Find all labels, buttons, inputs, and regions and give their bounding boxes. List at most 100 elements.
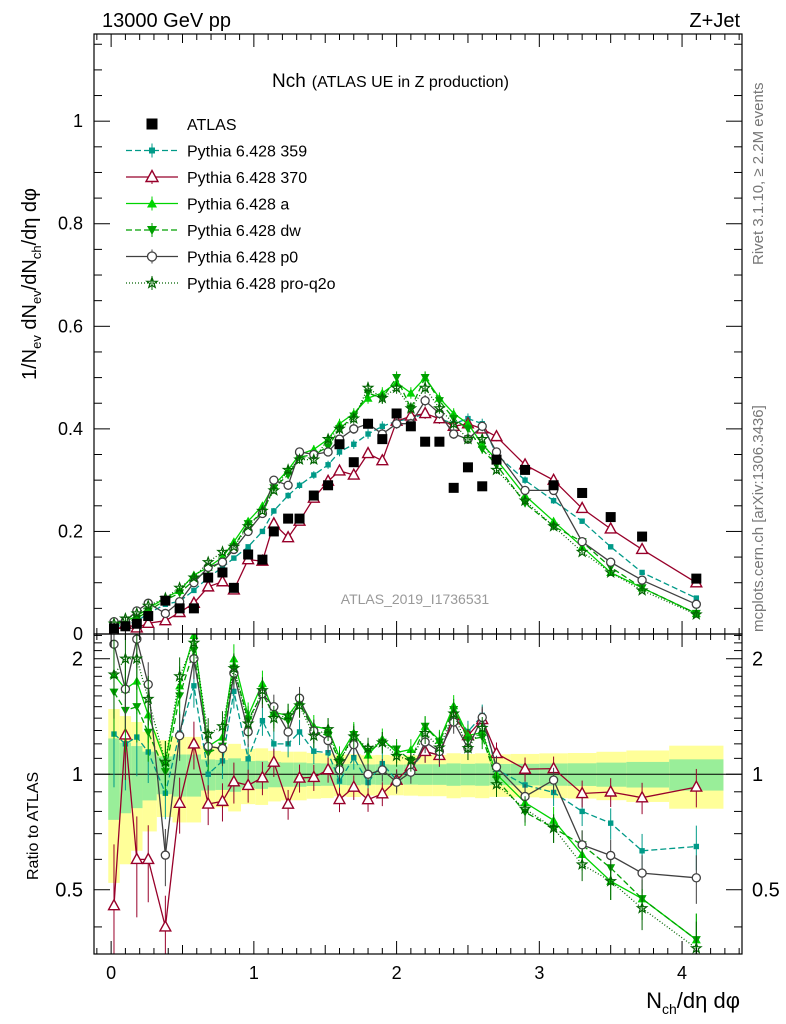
data-point	[228, 582, 239, 593]
data-point	[203, 572, 214, 583]
y-tick-label: 1	[73, 111, 83, 131]
data-point	[215, 574, 230, 587]
data-point	[245, 544, 251, 550]
ratio-point	[447, 706, 461, 720]
data-point	[639, 569, 645, 576]
ratio-point	[635, 790, 649, 803]
ratio-point	[491, 762, 502, 772]
data-point	[255, 504, 269, 517]
x-tick-label: 2	[392, 963, 402, 983]
x-tick-label: 3	[534, 963, 544, 983]
ratio-line-pythia-6-428-pro-q2o	[113, 640, 697, 949]
x-tick-label: 4	[677, 963, 687, 983]
ratio-point	[283, 727, 293, 737]
data-point	[293, 452, 306, 466]
data-point	[219, 564, 226, 571]
data-point	[520, 464, 531, 475]
ratio-pythia-6-428-pro-q2o	[107, 634, 703, 954]
data-point	[434, 436, 445, 447]
ratio-point	[255, 770, 270, 783]
ratio-point	[227, 774, 241, 787]
data-point	[392, 373, 402, 383]
ratio-point	[637, 868, 647, 878]
chart-subtitle: (ATLAS UE in Z production)	[312, 74, 509, 91]
data-point	[391, 419, 402, 429]
data-point	[348, 457, 359, 468]
data-point	[281, 463, 295, 476]
data-point	[257, 554, 268, 565]
data-point	[188, 603, 199, 614]
ratio-plot-frame	[93, 633, 743, 955]
data-point	[448, 482, 459, 493]
ratio-point	[432, 740, 446, 754]
ratio-point	[130, 652, 144, 665]
series-line-pythia-6-428-a	[113, 376, 697, 625]
data-point	[604, 565, 618, 578]
data-point	[201, 555, 215, 568]
ratio-tick-label: 2	[72, 649, 83, 671]
data-point	[635, 542, 649, 555]
data-point	[118, 611, 132, 625]
ratio-tick-label: 0.5	[55, 880, 83, 902]
main-series-group	[107, 371, 703, 634]
ratio-point	[267, 754, 281, 767]
ratio-line-pythia-6-428-359	[113, 685, 697, 852]
data-point	[575, 545, 589, 558]
legend-marker	[149, 147, 155, 154]
ratio-point	[518, 802, 532, 815]
data-point	[689, 607, 703, 620]
ratio-point	[281, 796, 295, 809]
ratio-point	[693, 843, 700, 850]
ratio-point	[351, 754, 357, 761]
data-point	[418, 406, 432, 419]
y-tick-label: 0.8	[58, 214, 83, 234]
data-point	[490, 463, 503, 476]
data-point	[283, 480, 293, 490]
ratio-point	[375, 786, 389, 799]
ratio-point	[191, 683, 197, 689]
series-pythia-6-428-a	[109, 371, 701, 628]
data-point	[187, 570, 201, 584]
ratio-point	[217, 743, 228, 754]
ratio-point	[159, 755, 172, 768]
ratio-point	[361, 741, 375, 754]
data-point	[477, 421, 487, 432]
data-point	[351, 441, 357, 447]
data-point	[143, 611, 154, 622]
ratio-point	[577, 840, 587, 850]
legend-entry-pythia-6-428-a: Pythia 6.428 a	[126, 196, 289, 214]
data-point	[120, 621, 131, 632]
data-point	[231, 555, 237, 561]
legend-label: Pythia 6.428 370	[187, 170, 307, 187]
ratio-point	[548, 775, 559, 785]
legend-marker	[145, 275, 159, 289]
data-point	[174, 603, 185, 614]
data-point	[607, 544, 614, 550]
ratio-point	[461, 741, 475, 754]
ratio-point	[390, 749, 404, 762]
data-point	[375, 453, 389, 466]
ratio-point	[635, 901, 649, 914]
data-point	[160, 608, 171, 619]
legend-entry-pythia-6-428-359: Pythia 6.428 359	[126, 143, 307, 161]
data-point	[477, 445, 487, 454]
legend-marker	[146, 251, 158, 262]
data-point	[391, 408, 402, 419]
data-point	[548, 480, 559, 491]
legend-label: Pythia 6.428 p0	[187, 250, 298, 267]
series-atlas	[108, 408, 702, 634]
legend-marker	[147, 226, 157, 235]
data-point	[285, 492, 291, 499]
ratio-point	[141, 692, 155, 705]
data-point	[604, 521, 618, 534]
data-point	[283, 513, 294, 524]
ratio-point	[363, 769, 373, 779]
ratio-point	[241, 778, 255, 791]
ratio-point	[404, 753, 418, 766]
data-point	[267, 516, 281, 529]
data-point	[518, 493, 532, 507]
data-point	[420, 436, 431, 447]
ratio-point	[689, 779, 703, 792]
ratio-point	[187, 736, 201, 749]
